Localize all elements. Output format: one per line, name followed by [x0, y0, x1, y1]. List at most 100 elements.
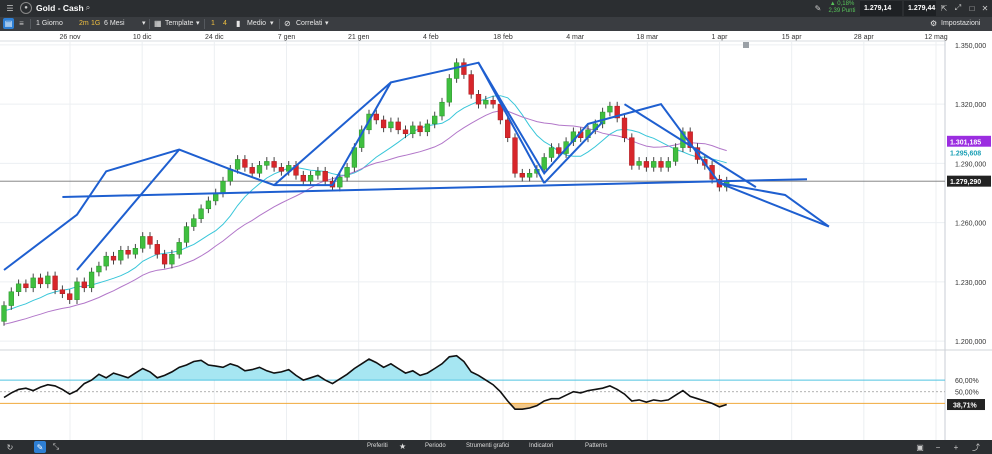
undock-icon[interactable]: ⇱ — [940, 3, 948, 13]
candle — [132, 243, 139, 259]
x-tick-label: 15 apr — [782, 34, 803, 41]
template-chevron-down-icon[interactable]: ▾ — [196, 20, 200, 27]
candle — [45, 271, 51, 289]
close-icon[interactable]: ✕ — [981, 3, 989, 13]
candle — [337, 172, 343, 192]
candle-down — [110, 255, 117, 261]
candle — [658, 157, 664, 172]
x-tick-label: 4 mar — [566, 34, 585, 41]
ma-fast-line — [3, 95, 727, 312]
list-icon[interactable]: ≡ — [19, 19, 24, 28]
pattern-trendline — [62, 178, 808, 198]
candle — [373, 109, 379, 125]
buy-price-button[interactable]: 1.279,44 — [904, 1, 936, 16]
candle-up — [183, 226, 190, 243]
candle — [234, 155, 241, 174]
y-tick-label: 1.350,000 — [955, 43, 986, 50]
gear-icon: ⚙ — [930, 19, 938, 28]
candle — [198, 204, 204, 224]
candle — [651, 157, 657, 172]
candle — [672, 143, 679, 166]
candle-up — [103, 255, 109, 267]
candle — [271, 157, 277, 172]
rsi-panel: 60,00% 50,00% 38,71% — [0, 349, 992, 411]
correlated-select[interactable]: Correlati — [296, 20, 323, 27]
range-chevron-down-icon[interactable]: ▾ — [142, 20, 146, 27]
y-axis: 1.350,000 1.320,000 1.290,000 1.260,000 1.23… — [955, 43, 986, 346]
candle-up — [256, 165, 263, 174]
candle-up — [636, 161, 642, 166]
candlestick-series — [1, 58, 730, 326]
candle — [388, 117, 394, 133]
zoom-in-icon[interactable]: + — [953, 442, 959, 452]
candle-down — [322, 171, 328, 182]
candle-up — [45, 275, 51, 285]
correlated-icon: ⊘ — [284, 19, 291, 28]
timeframe-1g[interactable]: 1G — [91, 20, 101, 27]
period-button[interactable]: Periodo — [425, 443, 446, 449]
candle-down — [23, 283, 29, 289]
ma-slow-line — [3, 110, 727, 325]
y-tick-label: 1.230,000 — [955, 280, 986, 287]
candle — [315, 166, 321, 180]
count-4[interactable]: 4 — [223, 20, 227, 27]
candle — [629, 133, 635, 170]
patterns-button[interactable]: Patterns — [585, 443, 608, 449]
average-chevron-down-icon[interactable]: ▾ — [270, 20, 274, 27]
candle — [307, 170, 314, 186]
template-select[interactable]: Template — [165, 20, 194, 27]
pattern-lines — [3, 61, 830, 271]
range-select[interactable]: 6 Mesi — [104, 20, 125, 27]
menu-icon[interactable]: ☰ — [6, 3, 14, 13]
sell-price-button[interactable]: 1.279,14 — [860, 1, 902, 16]
y-tick-label: 1.290,000 — [955, 161, 986, 168]
candle-up — [191, 218, 197, 227]
star-icon[interactable]: ★ — [399, 442, 407, 451]
settings-button[interactable]: Impostazioni — [941, 20, 981, 27]
price-labels: 1.301,185 1.295,608 1.279,290 — [947, 135, 991, 187]
candle — [15, 279, 22, 297]
candle-up — [264, 161, 270, 166]
layout-icon[interactable]: ▤ — [3, 18, 14, 29]
candle — [278, 163, 285, 176]
candle — [519, 168, 525, 182]
candle-up — [96, 265, 102, 273]
indicators-button[interactable]: Indicatori — [529, 443, 554, 449]
correlated-chevron-down-icon[interactable]: ▾ — [325, 20, 329, 27]
candle — [432, 111, 438, 129]
count-1[interactable]: 1 — [211, 20, 215, 27]
timeframe-2m[interactable]: 2m — [79, 20, 89, 27]
y-tick-label: 1.320,000 — [955, 102, 986, 109]
candle-up — [205, 200, 212, 210]
screenshot-icon[interactable]: ▣ — [916, 442, 924, 452]
chart-type-icon: ▮ — [236, 19, 241, 28]
candle-up — [388, 121, 394, 129]
change-pct: ▲ 0,18% — [829, 1, 855, 7]
draw-pencil-icon[interactable]: ✎ — [34, 441, 46, 453]
candle — [607, 101, 613, 117]
maximize-icon[interactable]: □ — [969, 3, 975, 13]
expand-icon[interactable]: ⤢ — [954, 3, 962, 12]
candle-up — [439, 101, 445, 117]
candle — [191, 214, 197, 231]
favorites-button[interactable]: Preferiti — [367, 443, 388, 449]
candle-down — [67, 293, 73, 300]
candle — [59, 285, 66, 299]
timeframe-select[interactable]: 1 Giorno — [36, 20, 63, 27]
crosshair-icon[interactable]: ⤡ — [52, 442, 60, 451]
candle — [395, 117, 401, 135]
instrument-logo-icon: ● — [20, 2, 32, 14]
candle — [147, 232, 153, 249]
candle-up — [30, 277, 36, 289]
drawing-tools-button[interactable]: Strumenti grafici — [466, 443, 510, 449]
candle — [446, 74, 452, 107]
zoom-out-icon[interactable]: − — [935, 442, 941, 452]
refresh-icon[interactable]: ↻ — [6, 442, 14, 452]
average-select[interactable]: Medio — [247, 20, 267, 27]
ma-fast-price-label-text: 1.295,608 — [950, 150, 981, 157]
share-icon[interactable]: ⤴ — [972, 442, 980, 452]
price-chart[interactable]: 26 nov 10 dic 24 dic 7 gen 21 gen 4 feb 18 feb… — [0, 31, 992, 440]
search-icon[interactable]: ⌕ — [85, 3, 91, 12]
pencil-icon[interactable]: ✎ — [814, 3, 822, 13]
